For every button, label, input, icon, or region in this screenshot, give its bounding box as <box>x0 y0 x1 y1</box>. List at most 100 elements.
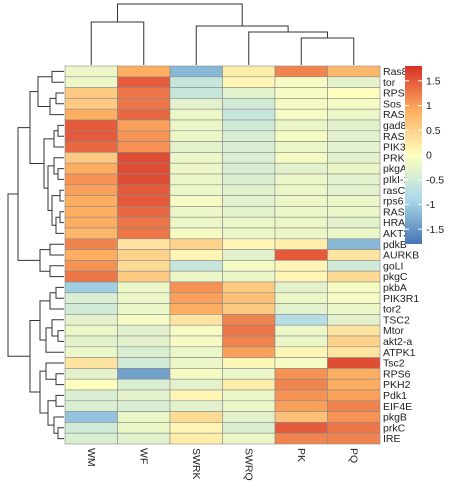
heatmap-cell <box>169 432 223 445</box>
heatmap-cell <box>169 227 223 240</box>
heatmap-cell <box>327 227 381 240</box>
dendrogram-branch <box>55 373 64 386</box>
row-label: IRE <box>383 433 401 445</box>
heatmap-cell <box>274 335 328 348</box>
dendrogram-branch <box>7 193 30 357</box>
heatmap-cell <box>274 324 328 337</box>
heatmap-cell <box>64 249 118 261</box>
column-label: WM <box>85 448 97 467</box>
heatmap-cell <box>327 303 381 315</box>
heatmap-cell <box>327 162 381 175</box>
heatmap-cell <box>222 98 276 110</box>
column-label: SWRK <box>190 448 202 480</box>
heatmap-cell <box>274 422 328 434</box>
heatmap-cell <box>64 368 118 380</box>
heatmap-cell <box>274 119 328 132</box>
dendrogram-branch <box>49 243 64 256</box>
heatmap-cell <box>64 357 118 369</box>
row-label: Sos <box>383 98 401 110</box>
heatmap-cell <box>222 141 276 153</box>
dendrogram-branch <box>53 130 64 148</box>
heatmap-cell <box>327 389 381 402</box>
heatmap-cell <box>222 152 276 164</box>
heatmap-cell <box>64 152 118 164</box>
heatmap-cell <box>64 314 118 326</box>
heatmap-cell <box>117 173 171 186</box>
heatmap-cell <box>169 389 223 402</box>
row-label: pkgC <box>383 271 408 283</box>
heatmap-cell <box>327 270 381 283</box>
heatmap-cell <box>169 357 223 369</box>
row-label: rasC <box>383 185 406 197</box>
heatmap-cell <box>274 411 328 423</box>
heatmap-cell <box>274 65 328 78</box>
heatmap-cell <box>64 141 118 153</box>
column-label: SWRQ <box>242 448 254 481</box>
row-label: RAS1 <box>383 109 411 121</box>
heatmap-cell <box>117 314 171 326</box>
heatmap-cell <box>222 119 276 132</box>
column-label: PK <box>295 448 307 462</box>
legend-tick-label: 0 <box>426 150 432 162</box>
heatmap-cell <box>222 346 276 358</box>
heatmap-cell <box>222 162 276 175</box>
heatmap-cell <box>327 195 381 207</box>
heatmap-cell <box>169 260 223 272</box>
heatmap-cell <box>222 108 276 121</box>
heatmap-cell <box>117 119 171 132</box>
heatmap-cell <box>117 152 171 164</box>
heatmap-cell <box>117 98 171 110</box>
heatmap-cell <box>222 184 276 196</box>
heatmap-cell <box>117 357 171 369</box>
heatmap-cell <box>274 87 328 99</box>
heatmap-cell <box>64 206 118 218</box>
dendrogram-branch <box>57 427 64 440</box>
row-label: rps6 <box>383 196 404 208</box>
heatmap-cell <box>274 227 328 240</box>
heatmap-cell <box>64 65 118 78</box>
heatmap-cell <box>274 162 328 175</box>
heatmap-cell <box>117 195 171 207</box>
heatmap-cell <box>327 249 381 261</box>
heatmap-cell <box>222 314 276 326</box>
heatmap-cell <box>169 76 223 88</box>
heatmap-cell <box>274 378 328 391</box>
dendrogram-branch <box>17 127 40 261</box>
heatmap-cell <box>64 119 118 132</box>
dendrogram-branch <box>57 330 64 342</box>
dendrogram-branch <box>29 319 40 393</box>
heatmap-cell <box>222 357 276 369</box>
row-label: HRAS <box>383 217 412 229</box>
heatmap-cell <box>327 400 381 412</box>
heatmap-cell <box>222 303 276 315</box>
heatmap-cell <box>169 314 223 326</box>
row-label: Pdk1 <box>383 390 407 402</box>
heatmap-cell <box>117 108 171 121</box>
color-legend-bar <box>405 66 422 244</box>
heatmap-cell <box>117 432 171 445</box>
dendrogram-branch <box>59 189 64 202</box>
heatmap-cell <box>327 432 381 445</box>
heatmap-cell <box>274 432 328 445</box>
heatmap-cell <box>274 173 328 186</box>
dendrogram-branch <box>49 292 64 310</box>
dendrogram-branch <box>49 265 64 278</box>
dendrogram-branch <box>45 362 64 380</box>
row-dendrogram <box>7 70 64 440</box>
heatmap-cell <box>222 65 276 78</box>
heatmap-cell <box>327 87 381 99</box>
heatmap-cell <box>117 270 171 283</box>
heatmap-cell <box>64 227 118 240</box>
heatmap-cell <box>169 368 223 380</box>
heatmap-cell <box>222 87 276 99</box>
heatmap-cell <box>222 195 276 207</box>
heatmap-cell <box>274 346 328 358</box>
legend-tick-label: -0.5 <box>426 174 444 186</box>
heatmap-cell <box>222 378 276 391</box>
legend-tick-label: -1 <box>426 199 435 211</box>
heatmap-cell <box>274 216 328 229</box>
row-label: RPS6 <box>383 368 411 380</box>
heatmap-cell <box>169 162 223 175</box>
dendrogram-branch <box>47 165 54 211</box>
